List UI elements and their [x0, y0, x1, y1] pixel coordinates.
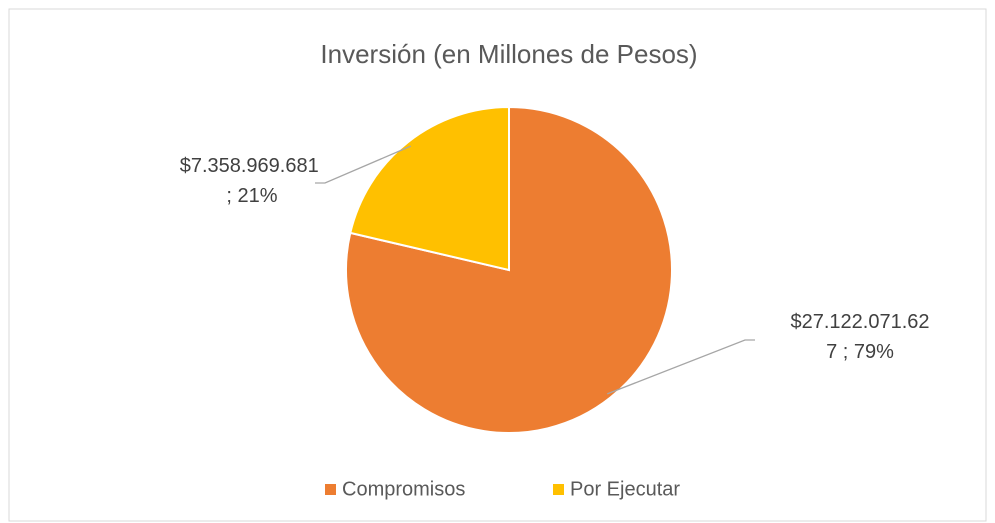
pie-slice: [349, 105, 510, 272]
chart-title: Inversión (en Millones de Pesos): [320, 39, 697, 69]
legend-swatch: [553, 484, 564, 495]
legend-label: Por Ejecutar: [570, 478, 680, 500]
data-label: $7.358.969.681 ; 21%: [180, 155, 325, 207]
legend-swatch: [325, 484, 336, 495]
legend-label: Compromisos: [342, 478, 465, 500]
leader-line: [607, 339, 755, 395]
data-label: $27.122.071.62 7 ; 79%: [790, 311, 929, 363]
leader-line: [315, 145, 412, 184]
